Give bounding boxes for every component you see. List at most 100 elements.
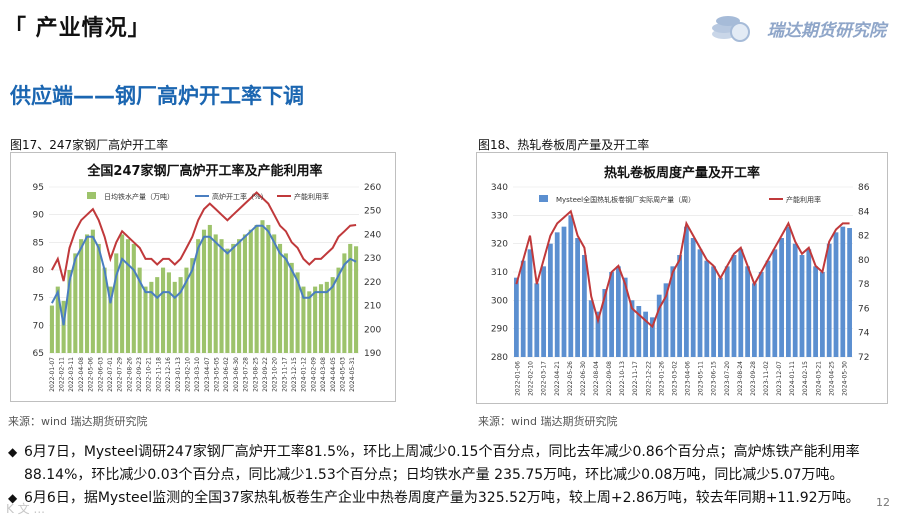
x-tick-label: 2023-07-28 [243, 357, 250, 392]
data-bar [301, 286, 306, 353]
y-right-tick-label: 74 [858, 329, 870, 339]
legend-label: Mysteel全国热轧板卷钢厂实际周产量（周） [556, 195, 695, 204]
data-bar [61, 300, 66, 353]
x-tick-label: 2024-05-03 [339, 357, 346, 392]
data-bar [514, 277, 519, 357]
data-bar [149, 281, 154, 353]
data-bar [114, 253, 119, 353]
bullet-marker-icon: ◆ [8, 491, 18, 505]
bullet-text: 6月7日，Mysteel调研247家钢厂高炉开工率81.5%，环比上周减少0.1… [24, 444, 860, 483]
x-tick-label: 2023-12-15 [291, 357, 298, 392]
data-bar [237, 239, 242, 353]
data-bar [833, 232, 839, 357]
data-bar [172, 281, 177, 353]
data-bar [826, 243, 832, 357]
data-bar [602, 289, 608, 357]
data-bar [225, 248, 230, 353]
x-tick-label: 2023-10-20 [272, 357, 279, 392]
data-bar [313, 286, 318, 353]
y-right-tick-label: 84 [858, 207, 870, 217]
data-bar [190, 258, 195, 353]
data-bar [120, 234, 125, 353]
x-tick-label: 2023-09-22 [262, 357, 269, 392]
page-number: 12 [876, 496, 890, 509]
data-bar [786, 226, 791, 357]
figure-17-caption: 图17、247家钢厂高炉开工率 [10, 138, 169, 152]
x-tick-label: 2023-11-17 [281, 357, 288, 392]
data-bar [67, 270, 72, 353]
x-tick-label: 2023-01-26 [658, 361, 665, 396]
data-bar [779, 238, 784, 357]
x-tick-label: 2023-06-15 [711, 361, 718, 396]
x-tick-label: 2024-05-30 [841, 361, 848, 396]
data-bar [650, 317, 655, 357]
y-right-tick-label: 78 [858, 280, 870, 290]
data-bar [242, 234, 247, 353]
data-bar [131, 243, 136, 353]
x-tick-label: 2022-12-16 [165, 357, 172, 392]
data-bar [342, 253, 347, 353]
x-tick-label: 2022-10-13 [619, 361, 626, 396]
data-bar [207, 224, 212, 353]
data-bar [772, 249, 778, 357]
x-tick-label: 2023-02-10 [184, 357, 191, 392]
y-left-tick-label: 80 [33, 266, 45, 276]
y-right-tick-label: 80 [858, 256, 870, 266]
bullet-item: ◆ 6月6日，据Mysteel监测的全国37家热轧板卷生产企业中热卷周度产量为3… [6, 487, 896, 510]
data-bar [527, 249, 533, 357]
x-tick-label: 2022-09-08 [606, 361, 613, 396]
bullet-text: 6月6日，据Mysteel监测的全国37家热轧板卷生产企业中热卷周度产量为325… [24, 490, 860, 506]
chart-blast-furnace-panel: 全国247家钢厂高炉开工率及产能利用率 95 90 85 80 75 70 65 260 250 2… [10, 152, 396, 402]
data-bar [718, 277, 723, 357]
x-tick-label: 2023-09-28 [750, 361, 757, 396]
data-bar [609, 272, 614, 357]
x-tick-label: 2023-07-20 [724, 361, 731, 396]
data-bar [254, 224, 259, 353]
data-bar [96, 243, 101, 353]
x-tick-label: 2022-10-21 [146, 357, 153, 392]
series-line [51, 191, 357, 282]
x-tick-label: 2022-11-17 [632, 361, 639, 396]
data-bar [219, 239, 224, 353]
x-tick-label: 2022-07-01 [107, 357, 114, 392]
y-left-tick-label: 90 [33, 211, 45, 221]
data-bar [711, 266, 716, 357]
y-left-tick-label: 310 [491, 268, 508, 278]
legend-swatch [539, 195, 548, 202]
x-tick-label: 2024-03-21 [815, 361, 822, 396]
bullet-marker-icon: ◆ [8, 445, 18, 459]
x-tick-label: 2022-03-17 [541, 361, 548, 396]
x-tick-label: 2024-01-11 [789, 361, 796, 396]
data-bar [166, 272, 171, 353]
x-tick-label: 2023-08-25 [252, 357, 259, 392]
data-bar [277, 243, 283, 353]
data-bar [336, 267, 341, 353]
data-bar [575, 238, 580, 357]
page-title: 「 产业情况」 [4, 16, 151, 41]
x-tick-label: 2022-06-03 [97, 357, 104, 392]
data-bar [84, 234, 90, 353]
data-bar [636, 306, 642, 357]
data-bar [348, 243, 353, 353]
figure-18-source: 来源：wind 瑞达期货研究院 [478, 415, 618, 428]
x-tick-label: 2022-01-06 [515, 361, 522, 396]
data-bar [283, 253, 288, 353]
x-tick-label: 2022-04-21 [554, 361, 561, 396]
x-tick-label: 2024-05-31 [349, 357, 356, 392]
x-tick-label: 2022-03-11 [68, 357, 75, 392]
data-bar [704, 260, 710, 357]
data-bar [752, 283, 757, 357]
data-bar [289, 262, 294, 353]
data-bar [125, 239, 131, 353]
y-right-tick-label: 250 [364, 207, 381, 217]
data-bar [670, 266, 676, 357]
data-bar [161, 267, 166, 353]
x-tick-label: 2023-04-06 [685, 361, 692, 396]
data-bar [684, 226, 689, 357]
figure-18-caption: 图18、热轧卷板周产量及开工率 [478, 138, 650, 152]
y-left-tick-label: 95 [33, 183, 44, 193]
x-tick-label: 2023-03-02 [671, 361, 678, 396]
chart-title: 全国247家钢厂高炉开工率及产能利用率 [86, 163, 322, 179]
x-tick-label: 2023-03-10 [194, 357, 201, 392]
y-left-tick-label: 85 [33, 238, 44, 248]
